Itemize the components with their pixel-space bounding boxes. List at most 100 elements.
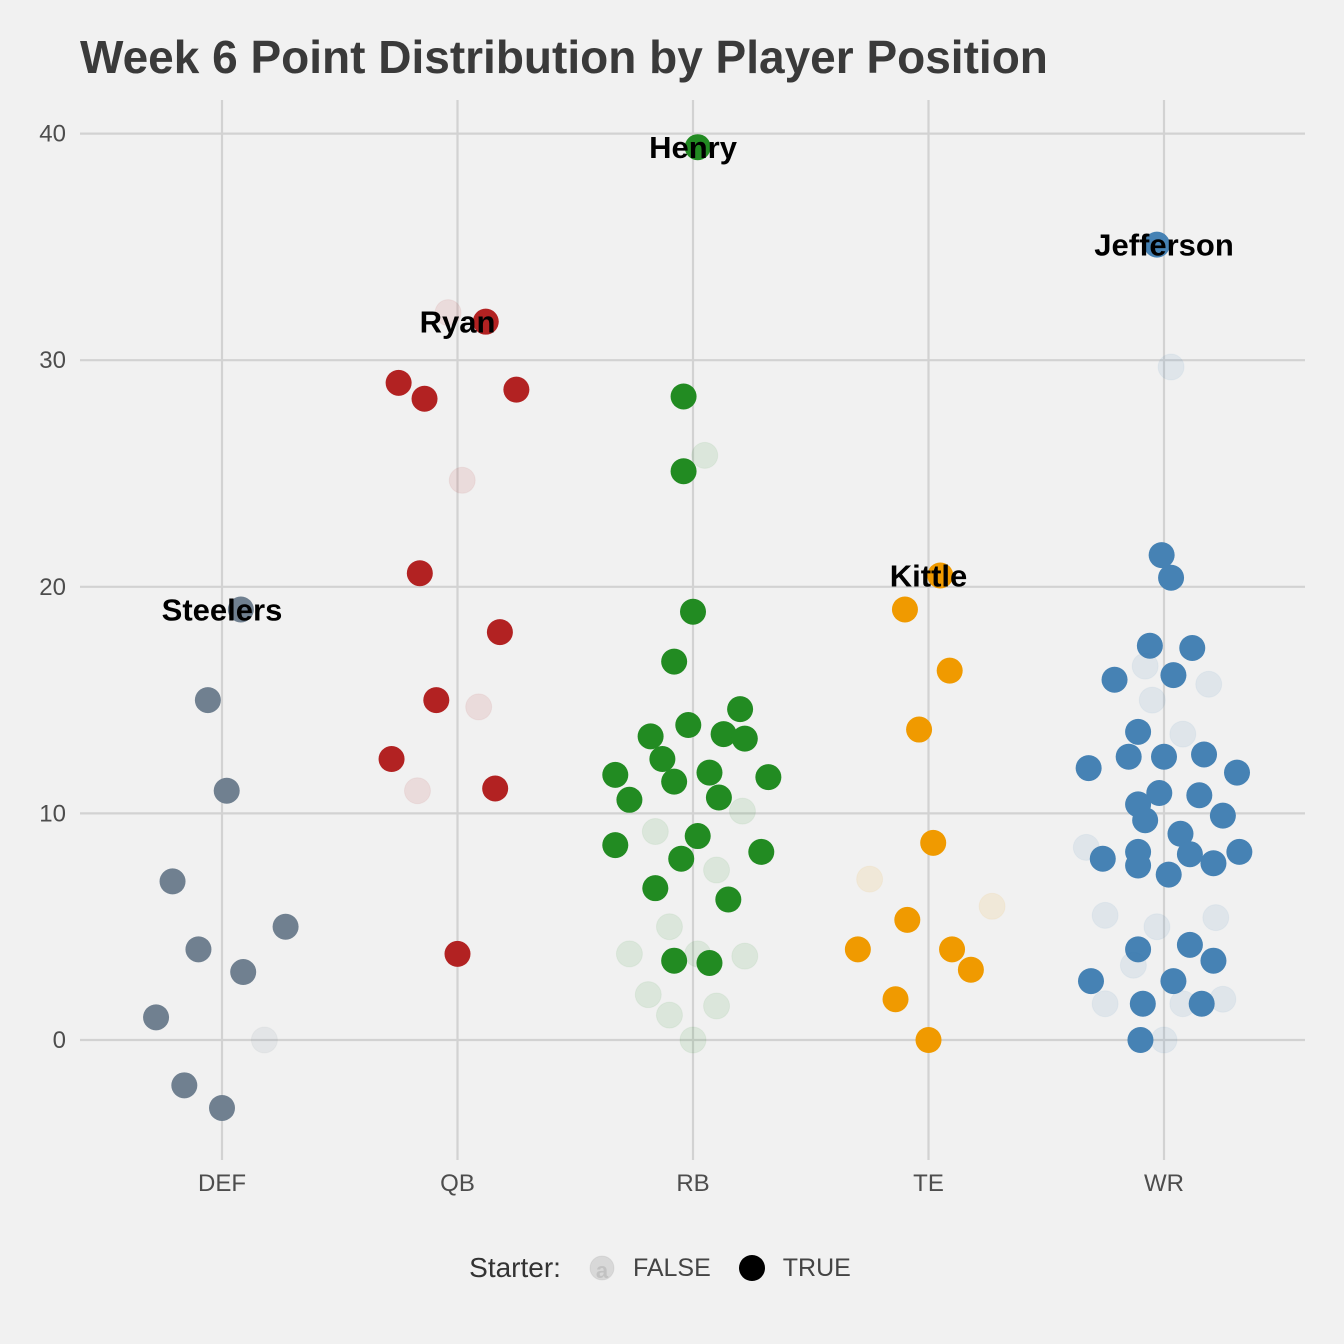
data-point-wr-bench xyxy=(1169,720,1197,748)
data-point-te-bench xyxy=(856,865,884,893)
point-labels: Steelers Ryan Henry Kittle Jefferson xyxy=(162,130,1234,627)
data-point-def-bench xyxy=(250,1026,278,1054)
legend-key-true-icon xyxy=(738,1255,765,1281)
data-point-wr-starter xyxy=(1125,936,1152,963)
data-point-wr-starter xyxy=(1167,820,1194,847)
data-point-wr-starter xyxy=(1155,861,1182,888)
data-point-rb-starter xyxy=(727,696,754,723)
data-point-wr-starter xyxy=(1136,632,1163,659)
data-point-rb-starter xyxy=(715,886,742,913)
data-point-wr-starter xyxy=(1209,802,1236,829)
data-point-wr-starter xyxy=(1132,807,1159,834)
data-point-wr-starter xyxy=(1089,845,1116,872)
data-point-rb-starter xyxy=(675,712,702,739)
data-point-qb-starter xyxy=(472,308,499,335)
data-point-te-bench xyxy=(978,892,1006,920)
data-point-qb-starter xyxy=(486,619,513,646)
data-point-wr-bench xyxy=(1150,1026,1178,1054)
data-point-rb-bench xyxy=(703,992,731,1020)
data-point-rb-starter xyxy=(661,648,688,675)
data-point-te-starter xyxy=(936,657,963,684)
data-point-rb-starter xyxy=(661,768,688,795)
legend-item-false: a FALSE xyxy=(585,1251,711,1285)
data-point-qb-starter xyxy=(482,775,509,802)
data-point-wr-starter xyxy=(1200,850,1227,877)
data-point-te-starter xyxy=(957,956,984,983)
data-point-qb-starter xyxy=(378,746,405,773)
data-point-te-starter xyxy=(915,1027,942,1053)
legend-title: Starter: xyxy=(469,1252,561,1283)
y-tick-label: 0 xyxy=(53,1027,66,1054)
data-point-rb-starter xyxy=(661,947,688,974)
data-point-wr-starter xyxy=(1226,838,1253,865)
data-point-wr-bench xyxy=(1209,985,1237,1013)
data-point-rb-starter xyxy=(696,759,723,786)
data-point-rb-bench xyxy=(703,856,731,884)
x-tick-label-wr: WR xyxy=(1144,1170,1184,1197)
data-point-te-starter xyxy=(927,562,954,589)
legend-label-true: TRUE xyxy=(782,1253,851,1282)
data-point-def-starter xyxy=(171,1072,198,1099)
data-point-rb-bench xyxy=(691,441,719,469)
x-tick-label-qb: QB xyxy=(440,1170,475,1197)
data-point-rb-starter xyxy=(642,875,669,902)
data-point-def-starter xyxy=(194,687,221,714)
data-point-def-starter xyxy=(185,936,212,963)
data-point-wr-starter xyxy=(1075,755,1102,782)
data-point-rb-bench xyxy=(728,797,756,825)
data-point-wr-bench xyxy=(1195,670,1223,698)
data-point-wr-starter xyxy=(1191,741,1218,768)
data-point-wr-bench xyxy=(1157,353,1185,381)
data-point-qb-starter xyxy=(423,687,450,714)
data-point-wr-bench xyxy=(1202,904,1230,932)
data-point-wr-starter xyxy=(1160,662,1187,689)
data-point-wr-starter xyxy=(1224,759,1251,786)
data-point-rb-starter xyxy=(755,764,782,791)
y-tick-label: 10 xyxy=(39,800,66,827)
point-label-ryan: Ryan xyxy=(420,305,496,340)
data-point-wr-starter xyxy=(1188,990,1215,1017)
data-point-rb-starter xyxy=(684,134,711,161)
data-point-wr-starter xyxy=(1186,782,1213,809)
data-point-qb-bench xyxy=(403,777,431,805)
data-point-wr-starter xyxy=(1146,780,1173,807)
data-point-rb-bench xyxy=(634,981,662,1009)
axis-tick-labels: 0 10 20 30 40 DEF QB RB TE WR xyxy=(39,121,1184,1197)
data-point-te-starter xyxy=(894,906,921,933)
chart-title: Week 6 Point Distribution by Player Posi… xyxy=(80,31,1048,83)
data-point-te-starter xyxy=(844,936,871,963)
data-point-wr-starter xyxy=(1127,1027,1154,1053)
legend-label-false: FALSE xyxy=(632,1253,711,1282)
data-point-def-starter xyxy=(143,1004,170,1031)
legend-key-false-icon: a xyxy=(589,1255,615,1283)
data-point-wr-starter xyxy=(1176,931,1203,958)
data-point-rb-starter xyxy=(670,458,697,485)
data-point-def-starter xyxy=(209,1094,235,1121)
data-point-qb-starter xyxy=(444,940,471,967)
data-point-rb-starter xyxy=(602,832,629,859)
data-point-wr-starter xyxy=(1158,564,1185,591)
data-point-wr-bench xyxy=(1091,901,1119,929)
data-point-wr-starter xyxy=(1101,666,1128,693)
y-tick-label: 20 xyxy=(39,574,66,601)
y-tick-label: 30 xyxy=(39,347,66,374)
svg-text:a: a xyxy=(596,1258,609,1283)
data-point-te-starter xyxy=(882,986,909,1013)
data-point-def-starter xyxy=(272,913,299,940)
data-point-wr-starter xyxy=(1200,947,1227,974)
data-point-rb-starter xyxy=(684,823,711,850)
data-point-rb-bench xyxy=(679,1026,707,1054)
point-label-steelers: Steelers xyxy=(162,592,283,627)
data-point-rb-starter xyxy=(602,761,629,788)
data-point-wr-starter xyxy=(1179,634,1206,661)
x-tick-label-te: TE xyxy=(913,1170,944,1197)
data-point-wr-starter xyxy=(1176,841,1203,868)
data-point-def-starter xyxy=(227,596,254,623)
data-point-qb-starter xyxy=(411,385,438,412)
data-point-rb-bench xyxy=(641,818,669,846)
data-point-rb-bench xyxy=(655,913,683,941)
data-point-qb-bench xyxy=(434,299,462,327)
point-label-kittle: Kittle xyxy=(890,558,968,593)
data-point-rb-starter xyxy=(616,786,643,813)
